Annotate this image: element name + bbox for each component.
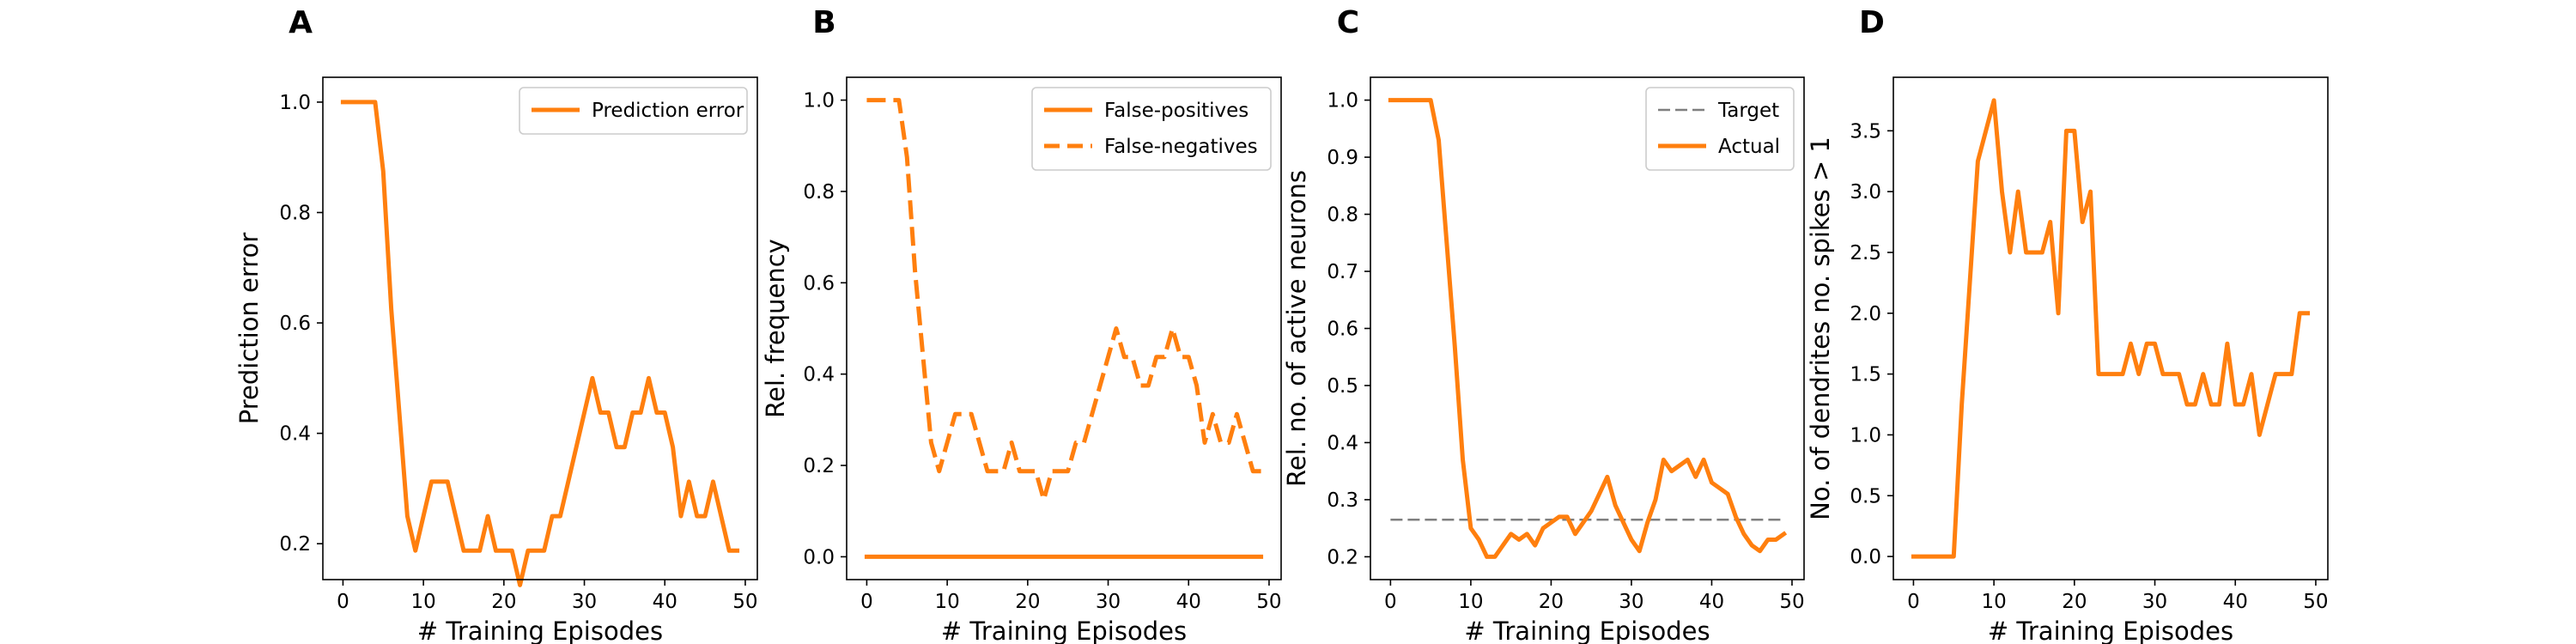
legend-label: False-positives bbox=[1104, 100, 1249, 122]
y-tick-label: 0.0 bbox=[1850, 546, 1881, 568]
legend: False-positives False-negatives bbox=[1031, 87, 1272, 171]
y-tick-label: 1.5 bbox=[1850, 364, 1881, 386]
x-tick-label: 0 bbox=[1907, 591, 1920, 613]
y-axis-label: Rel. frequency bbox=[761, 239, 790, 418]
x-tick-label: 40 bbox=[2223, 591, 2248, 613]
legend: Prediction error bbox=[519, 87, 748, 135]
series-line-actual bbox=[1388, 98, 1788, 559]
x-tick-label: 30 bbox=[572, 591, 597, 613]
y-tick-label: 0.3 bbox=[1327, 489, 1358, 512]
x-tick-label: 20 bbox=[2062, 591, 2087, 613]
panel-letter: C bbox=[1337, 5, 1359, 40]
legend-box bbox=[1645, 87, 1795, 171]
legend-box bbox=[519, 87, 748, 135]
plot-frame bbox=[1893, 76, 2329, 580]
panel-b: B 0 10 20 30 40 50 0.0 0.2 0.4 0.6 0.8 1.0 # Training… bbox=[761, 5, 1282, 644]
y-tick-label: 0.4 bbox=[1327, 432, 1358, 454]
x-tick-label: 10 bbox=[1981, 591, 2006, 613]
x-tick-label: 20 bbox=[1539, 591, 1564, 613]
x-tick-label: 40 bbox=[653, 591, 677, 613]
y-tick-label: 3.0 bbox=[1850, 181, 1881, 204]
x-tick-label: 40 bbox=[1176, 591, 1201, 613]
series-line-prediction-error bbox=[340, 100, 740, 587]
x-tick-label: 0 bbox=[1384, 591, 1397, 613]
x-axis-label: # Training Episodes bbox=[417, 617, 663, 644]
y-tick-label: 0.6 bbox=[279, 313, 311, 335]
x-tick-label: 20 bbox=[491, 591, 516, 613]
x-tick-label: 30 bbox=[1096, 591, 1121, 613]
y-tick-label: 1.0 bbox=[1850, 424, 1881, 447]
y-tick-label: 1.0 bbox=[279, 92, 311, 114]
y-tick-label: 0.8 bbox=[1327, 204, 1358, 227]
x-tick-label: 50 bbox=[732, 591, 757, 613]
x-tick-label: 30 bbox=[2142, 591, 2167, 613]
panel-letter: B bbox=[812, 5, 835, 40]
y-axis-label: Rel. no. of active neurons bbox=[1282, 170, 1311, 487]
y-tick-label: 0.5 bbox=[1327, 375, 1358, 398]
series-line-value bbox=[1911, 98, 2311, 559]
legend-label: Target bbox=[1717, 100, 1779, 122]
y-tick-label: 0.2 bbox=[279, 533, 311, 556]
y-tick-label: 0.0 bbox=[803, 546, 835, 568]
plot-frame bbox=[846, 76, 1282, 580]
y-tick-label: 0.5 bbox=[1850, 485, 1881, 507]
legend-label: Actual bbox=[1718, 136, 1780, 158]
x-tick-label: 50 bbox=[1779, 591, 1804, 613]
y-tick-label: 0.2 bbox=[1327, 546, 1358, 568]
y-tick-label: 0.8 bbox=[279, 203, 311, 225]
plot-frame bbox=[322, 76, 758, 580]
panel-letter: A bbox=[289, 5, 313, 40]
y-tick-label: 0.8 bbox=[803, 181, 835, 204]
x-tick-label: 0 bbox=[860, 591, 873, 613]
x-axis-label: # Training Episodes bbox=[941, 617, 1187, 644]
y-tick-label: 0.9 bbox=[1327, 147, 1358, 169]
panel-c: C 0 10 20 30 40 50 0.2 0.3 0.4 0.5 0.6 0.7 0.8 0.9 1.0 #… bbox=[1282, 5, 1805, 644]
y-tick-label: 2.5 bbox=[1850, 242, 1881, 264]
x-tick-label: 30 bbox=[1619, 591, 1643, 613]
panel-a: A 0 10 20 30 40 50 0.2 0.4 0.6 0.8 1.0 # Training Ep… bbox=[234, 5, 758, 644]
y-axis-label: No. of dendrites no. spikes > 1 bbox=[1806, 137, 1835, 520]
y-tick-label: 0.4 bbox=[803, 364, 835, 386]
x-tick-label: 50 bbox=[2303, 591, 2328, 613]
y-tick-label: 0.6 bbox=[1327, 319, 1358, 341]
panel-letter: D bbox=[1859, 5, 1885, 40]
panel-d: D 0 10 20 30 40 50 0.0 0.5 1.0 1.5 2.0 2.5 3.0 3.5 # Tr… bbox=[1806, 5, 2329, 644]
y-tick-label: 1.0 bbox=[803, 90, 835, 112]
x-tick-label: 0 bbox=[337, 591, 349, 613]
series-line-false-negatives bbox=[866, 98, 1261, 502]
x-tick-label: 10 bbox=[1458, 591, 1483, 613]
y-tick-label: 0.6 bbox=[803, 272, 835, 295]
legend: Target Actual bbox=[1645, 87, 1795, 171]
y-tick-label: 0.4 bbox=[279, 423, 311, 446]
legend-label: Prediction error bbox=[592, 100, 744, 122]
y-axis-label: Prediction error bbox=[234, 233, 264, 425]
y-tick-label: 0.2 bbox=[803, 455, 835, 477]
x-axis-label: # Training Episodes bbox=[1988, 617, 2233, 644]
legend-label: False-negatives bbox=[1104, 136, 1258, 158]
y-tick-label: 1.0 bbox=[1327, 90, 1358, 112]
x-tick-label: 10 bbox=[934, 591, 959, 613]
y-tick-label: 0.7 bbox=[1327, 261, 1358, 283]
y-tick-label: 3.5 bbox=[1850, 120, 1881, 143]
x-tick-label: 50 bbox=[1256, 591, 1281, 613]
x-tick-label: 20 bbox=[1015, 591, 1040, 613]
x-axis-label: # Training Episodes bbox=[1464, 617, 1710, 644]
y-tick-label: 2.0 bbox=[1850, 303, 1881, 325]
x-tick-label: 40 bbox=[1699, 591, 1724, 613]
x-tick-label: 10 bbox=[410, 591, 435, 613]
